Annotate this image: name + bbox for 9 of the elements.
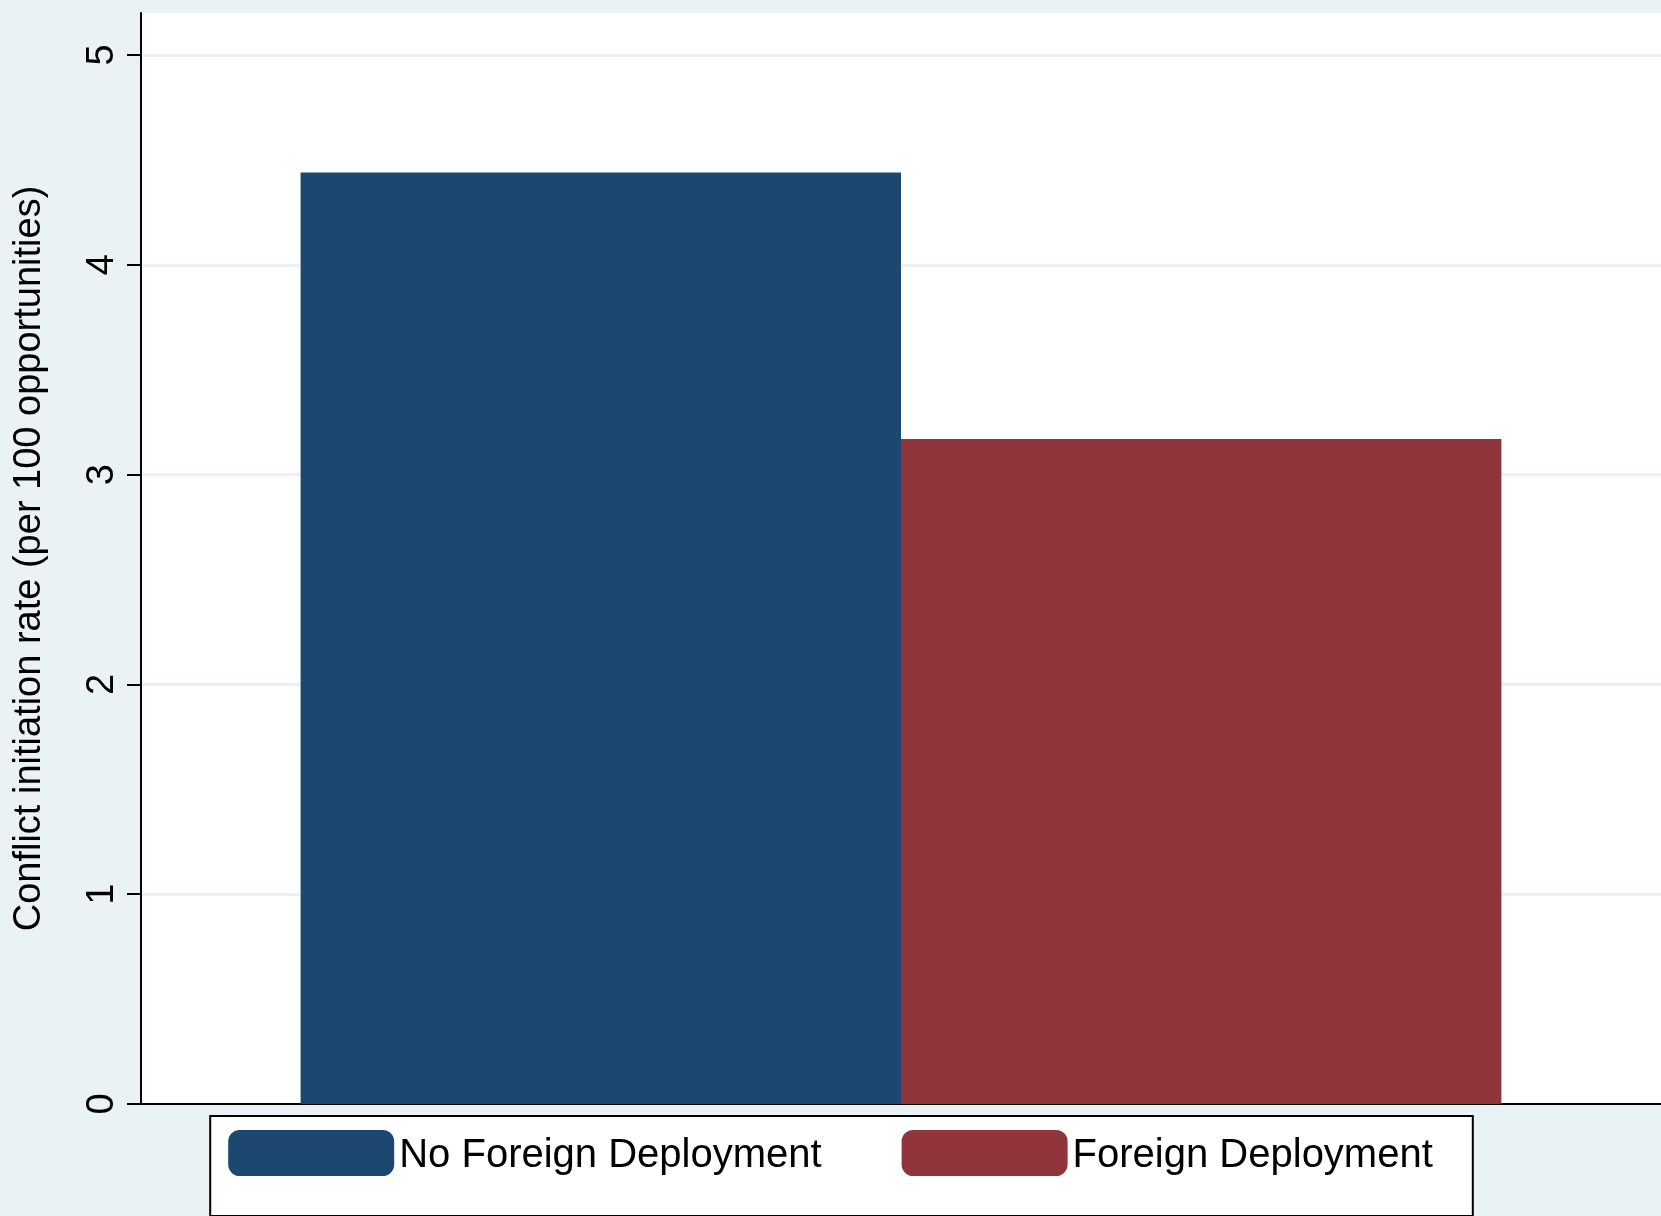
- y-tick-label: 5: [79, 44, 121, 66]
- y-axis-title: Conflict initiation rate (per 100 opportunities): [6, 185, 48, 932]
- legend-label: No Foreign Deployment: [399, 1131, 822, 1175]
- y-tick-label: 0: [79, 1093, 121, 1115]
- y-tick-label: 3: [79, 464, 121, 486]
- y-tick-label: 2: [79, 673, 121, 695]
- y-tick-label: 4: [79, 254, 121, 276]
- y-tick-label: 1: [79, 883, 121, 905]
- legend-label: Foreign Deployment: [1072, 1131, 1433, 1175]
